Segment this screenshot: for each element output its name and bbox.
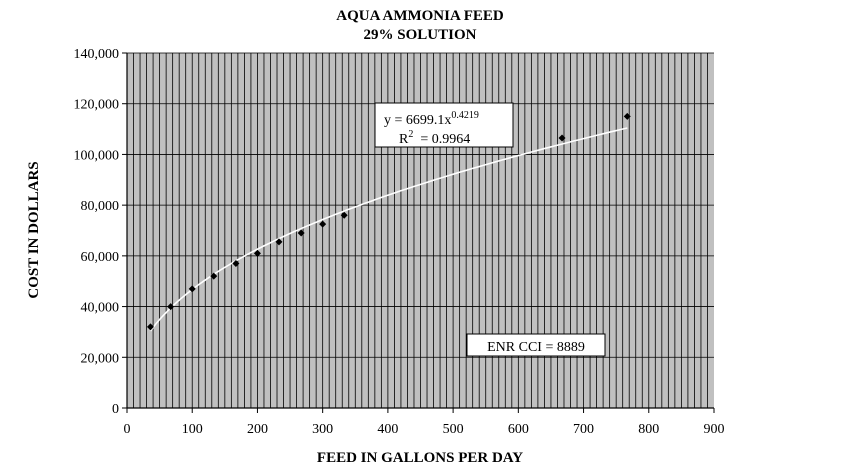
y-tick-label: 80,000 bbox=[81, 199, 120, 214]
x-tick-label: 200 bbox=[247, 422, 268, 437]
enr-cci-label: ENR CCI = 8889 bbox=[487, 340, 585, 355]
data-point-marker bbox=[253, 249, 261, 257]
x-tick-label: 100 bbox=[182, 422, 203, 437]
x-tick-label: 600 bbox=[508, 422, 529, 437]
equation-text: y = 6699.1x0.4219 bbox=[384, 110, 479, 128]
data-point-marker bbox=[623, 112, 631, 120]
data-point-marker bbox=[558, 134, 566, 142]
y-tick-label: 100,000 bbox=[74, 148, 120, 163]
x-tick-label: 400 bbox=[377, 422, 398, 437]
x-tick-label: 0 bbox=[124, 422, 131, 437]
y-axis-title: COST IN DOLLARS bbox=[26, 161, 42, 298]
data-points bbox=[146, 112, 631, 331]
data-point-marker bbox=[188, 285, 196, 293]
data-point-marker bbox=[167, 303, 175, 311]
y-tick-label: 140,000 bbox=[74, 47, 120, 62]
data-point-marker bbox=[275, 238, 283, 246]
y-tick-label: 0 bbox=[112, 402, 119, 417]
x-tick-label: 800 bbox=[638, 422, 659, 437]
data-point-marker bbox=[340, 211, 348, 219]
power-trendline bbox=[149, 127, 628, 332]
r-squared-text: R2 = 0.9964 bbox=[399, 129, 470, 147]
x-tick-label: 700 bbox=[573, 422, 594, 437]
data-point-marker bbox=[210, 272, 218, 280]
x-axis-title: FEED IN GALLONS PER DAY bbox=[317, 450, 523, 466]
x-tick-label: 500 bbox=[443, 422, 464, 437]
chart-title-line-1: AQUA AMMONIA FEED bbox=[336, 8, 504, 24]
chart-title-line-2: 29% SOLUTION bbox=[364, 27, 477, 43]
data-point-marker bbox=[146, 323, 154, 331]
data-point-marker bbox=[232, 259, 240, 267]
y-tick-label: 20,000 bbox=[81, 351, 120, 366]
data-point-marker bbox=[319, 220, 327, 228]
data-point-marker bbox=[297, 229, 305, 237]
y-tick-label: 40,000 bbox=[81, 301, 120, 316]
y-tick-label: 60,000 bbox=[81, 250, 120, 265]
x-tick-label: 300 bbox=[312, 422, 333, 437]
equation-box: y = 6699.1x0.4219 R2 = 0.9964 bbox=[374, 102, 514, 148]
y-axis: 0 20,000 40,000 60,000 80,000 100,000 120,000 1… bbox=[74, 47, 128, 417]
enr-cci-box: ENR CCI = 8889 bbox=[466, 333, 606, 357]
x-axis: 0 100 200 300 400 500 600 700 800 900 bbox=[124, 407, 725, 437]
x-tick-label: 900 bbox=[704, 422, 725, 437]
y-tick-label: 120,000 bbox=[74, 98, 120, 113]
